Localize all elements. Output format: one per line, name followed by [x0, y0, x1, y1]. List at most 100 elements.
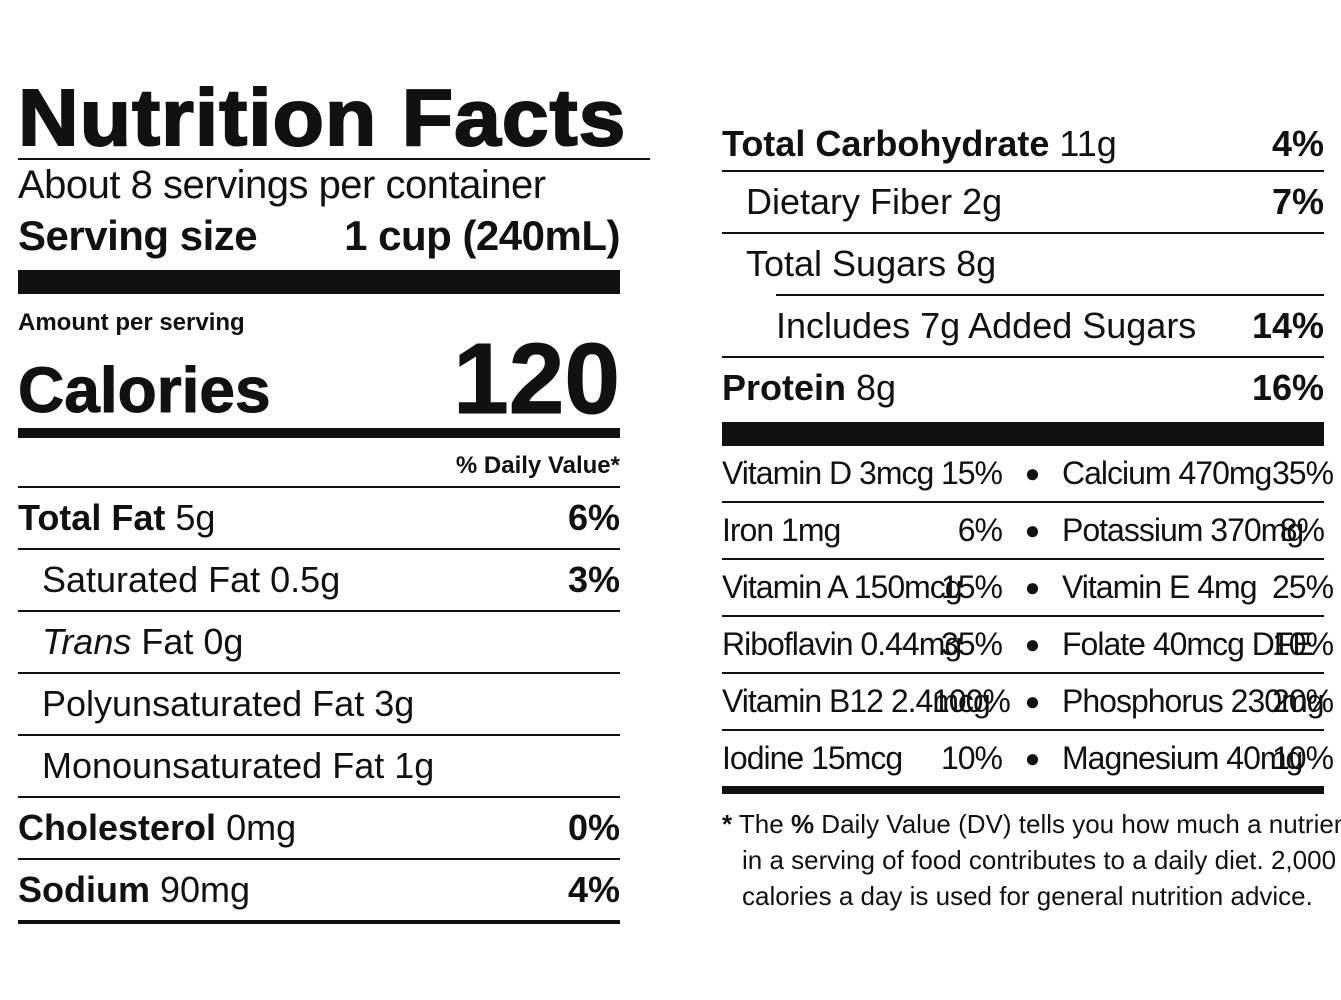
- nutrient-row-dietary-fiber: Dietary Fiber 2g 7%: [722, 172, 1324, 234]
- nutrient-name: Includes 7g Added Sugars: [776, 305, 1197, 346]
- calories-row: Calories 120: [18, 323, 621, 435]
- nutrient-amount: 8g: [956, 243, 997, 284]
- vitamin-name: Vitamin B12 2.4mcg: [722, 683, 991, 719]
- footnote-star: *: [722, 809, 733, 839]
- nutrient-row-monounsaturated-fat: Monounsaturated Fat 1g: [18, 736, 620, 798]
- vitamin-row: Vitamin A 150mcg 15% ● Vitamin E 4mg 25%: [722, 560, 1334, 617]
- thick-divider: [18, 270, 620, 294]
- nutrient-pct: 14%: [1251, 305, 1324, 346]
- daily-value-header: % Daily Value*: [18, 438, 620, 488]
- footnote-line-1: * The % Daily Value (DV) tells you how m…: [722, 806, 1341, 842]
- vitamin-name: Folate 40mcg DFE: [1062, 626, 1314, 662]
- nutrient-amount: 5g: [175, 497, 216, 538]
- nutrient-pct: 6%: [567, 497, 620, 538]
- amount-per-serving: Amount per serving: [18, 309, 245, 336]
- nutrient-amount: 0.5g: [270, 559, 341, 600]
- nutrient-name: Total Sugars: [746, 243, 947, 284]
- nutrient-row-total-carbohydrate: Total Carbohydrate 11g 4%: [722, 118, 1324, 172]
- calories-value: 120: [453, 323, 621, 435]
- nutrient-name: Monounsaturated Fat: [42, 745, 385, 786]
- label-title: Nutrition Facts: [17, 77, 651, 160]
- vitamin-pct: 35%: [1272, 455, 1334, 491]
- nutrient-row-trans-fat: Trans Fat 0g: [18, 612, 620, 674]
- nutrient-pct: 0%: [567, 807, 620, 848]
- vitamin-pct: 100%: [932, 683, 1011, 719]
- vitamin-pct: 35%: [940, 626, 1003, 662]
- nutrition-label-right: Total Carbohydrate 11g 4% Dietary Fiber …: [722, 118, 1341, 914]
- nutrient-name: Dietary Fiber: [746, 181, 953, 222]
- vitamin-pct: 10%: [1272, 740, 1334, 776]
- bullet-icon: ●: [1024, 629, 1041, 659]
- footnote-line-2: in a serving of food contributes to a da…: [742, 845, 1337, 875]
- nutrient-pct: 4%: [1271, 123, 1324, 164]
- vitamin-name: Riboflavin 0.44mg: [722, 626, 962, 662]
- vitamin-name: Phosphorus 230mg: [1062, 683, 1325, 719]
- thick-divider: [722, 422, 1324, 446]
- vitamin-pct: 6%: [957, 512, 1003, 548]
- nutrient-name: Total Fat: [18, 497, 166, 538]
- vitamin-pct: 8%: [1279, 512, 1325, 548]
- vitamin-row: Vitamin B12 2.4mcg 100% ● Phosphorus 230…: [722, 674, 1334, 731]
- vitamin-pct: 15%: [940, 455, 1003, 491]
- footnote-pct: %: [790, 809, 815, 839]
- bullet-icon: ●: [1024, 515, 1041, 545]
- serving-size-row: Serving size 1 cup (240mL): [18, 210, 620, 262]
- vitamin-name: Iron 1mg: [722, 512, 841, 548]
- bullet-icon: ●: [1024, 458, 1041, 488]
- nutrient-name: Cholesterol: [18, 807, 217, 848]
- nutrient-amount: 11g: [1059, 123, 1117, 164]
- nutrient-pct: 16%: [1251, 367, 1324, 408]
- nutrient-row-polyunsaturated-fat: Polyunsaturated Fat 3g: [18, 674, 620, 736]
- vitamin-pct: 15%: [940, 569, 1003, 605]
- nutrient-pct: 7%: [1271, 181, 1324, 222]
- vitamin-name: Calcium 470mg: [1062, 455, 1272, 491]
- vitamin-pct: 25%: [1272, 569, 1334, 605]
- nutrient-amount: 1g: [394, 745, 435, 786]
- footnote-lead: The: [738, 809, 784, 839]
- vitamin-name: Iodine 15mcg: [722, 740, 903, 776]
- vitamin-name: Vitamin A 150mcg: [722, 569, 963, 605]
- vitamin-pct: 10%: [1272, 626, 1334, 662]
- nutrient-name: Saturated Fat: [42, 559, 261, 600]
- footnote-line1-rest: Daily Value (DV) tells you how much a nu…: [821, 809, 1341, 839]
- nutrient-row-sodium: Sodium 90mg 4%: [18, 860, 620, 924]
- daily-value-footnote: * The % Daily Value (DV) tells you how m…: [722, 806, 1341, 914]
- added-sugars-rule: [776, 294, 1324, 296]
- vitamin-row: Iodine 15mcg 10% ● Magnesium 40mg 10%: [722, 731, 1334, 794]
- vitamin-name: Magnesium 40mg: [1062, 740, 1303, 776]
- nutrient-row-saturated-fat: Saturated Fat 0.5g 3%: [18, 550, 620, 612]
- nutrient-name: Protein: [722, 367, 847, 408]
- nutrient-amount: 2g: [962, 181, 1003, 222]
- nutrient-amount: 8g: [856, 367, 897, 408]
- calories-label: Calories: [18, 354, 272, 426]
- nutrient-row-added-sugars: Includes 7g Added Sugars 14%: [722, 296, 1324, 358]
- bullet-icon: ●: [1024, 743, 1041, 773]
- nutrient-name: Polyunsaturated Fat: [42, 683, 365, 724]
- nutrient-pct: 3%: [567, 559, 620, 600]
- servings-per-container: About 8 servings per container: [18, 163, 546, 207]
- nutrient-row-total-fat: Total Fat 5g 6%: [18, 488, 620, 550]
- nutrient-pct: 4%: [567, 869, 620, 910]
- nutrient-name: Sodium: [18, 869, 150, 910]
- vitamin-row: Vitamin D 3mcg 15% ● Calcium 470mg 35%: [722, 446, 1334, 503]
- serving-size-label: Serving size: [18, 212, 258, 259]
- vitamin-row: Riboflavin 0.44mg 35% ● Folate 40mcg DFE…: [722, 617, 1334, 674]
- nutrient-name: Trans: [42, 621, 132, 662]
- footnote-line-3: calories a day is used for general nutri…: [742, 881, 1313, 911]
- vitamin-name: Potassium 370mg: [1062, 512, 1304, 548]
- vitamin-row: Iron 1mg 6% ● Potassium 370mg 8%: [722, 503, 1325, 560]
- nutrient-amount: 90mg: [160, 869, 251, 910]
- nutrient-name: Total Carbohydrate: [722, 123, 1050, 164]
- vitamin-pct: 20%: [1272, 683, 1334, 719]
- nutrition-label-left: Nutrition Facts About 8 servings per con…: [17, 77, 651, 924]
- serving-size-value: 1 cup (240mL): [344, 212, 620, 259]
- nutrient-row-cholesterol: Cholesterol 0mg 0%: [18, 798, 620, 860]
- vitamin-name: Vitamin D 3mcg: [722, 455, 934, 491]
- vitamin-pct: 10%: [940, 740, 1003, 776]
- nutrient-amount: 3g: [374, 683, 415, 724]
- medium-divider: [18, 428, 620, 438]
- bullet-icon: ●: [1024, 686, 1041, 716]
- nutrient-amount: Fat 0g: [141, 621, 244, 662]
- vitamin-name: Vitamin E 4mg: [1062, 569, 1258, 605]
- nutrient-row-protein: Protein 8g 16%: [722, 358, 1324, 418]
